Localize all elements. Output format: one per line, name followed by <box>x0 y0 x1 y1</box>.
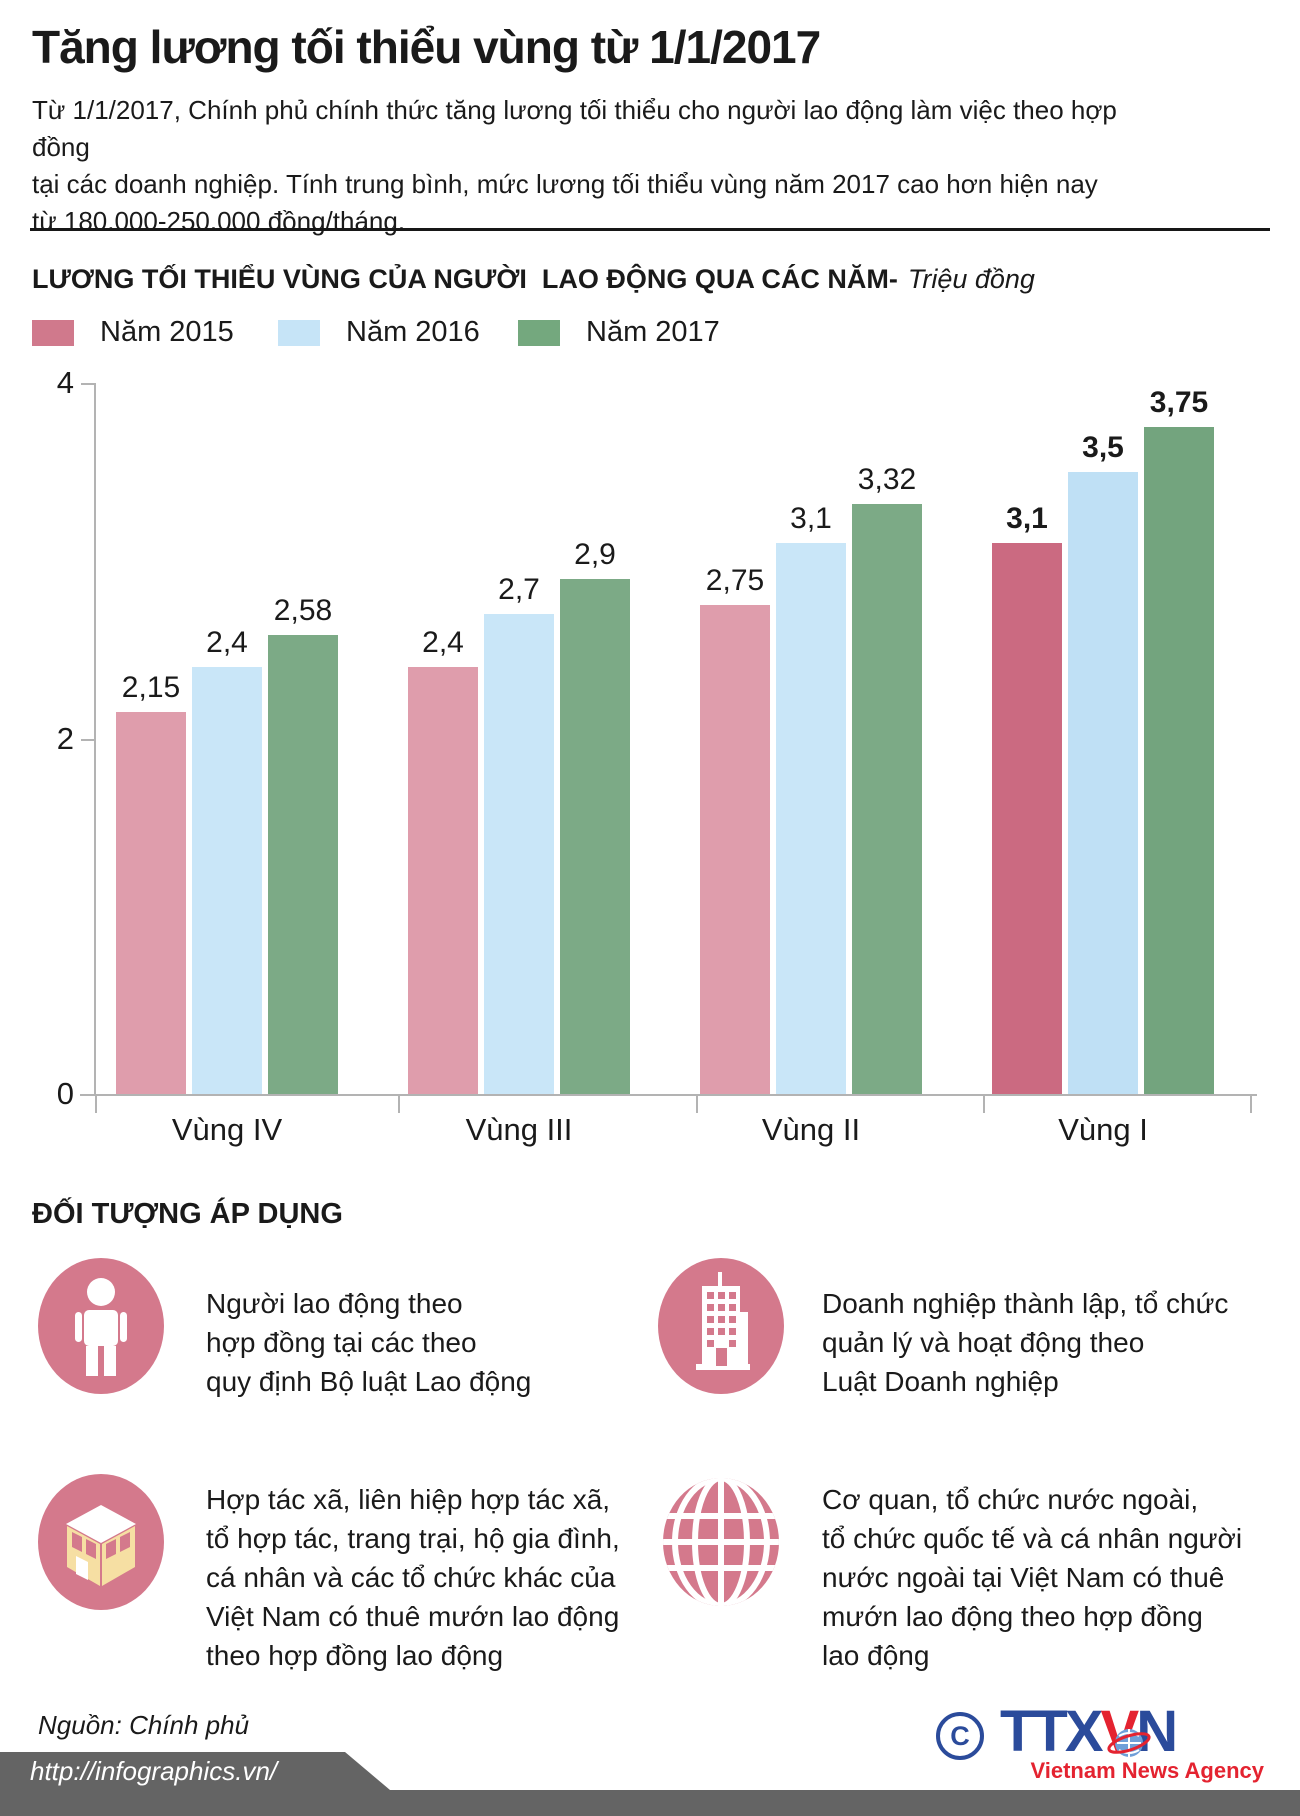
bar-value-label: 2,75 <box>705 564 765 597</box>
x-tick <box>983 1094 985 1113</box>
bar-value-label: 2,9 <box>574 538 616 571</box>
legend-item-năm-2015: Năm 2015 <box>32 316 234 349</box>
bar-năm-2017-vùng-ii <box>852 504 922 1094</box>
bar-năm-2016-vùng-iii <box>484 614 554 1094</box>
logo-text: TTXVN <box>1000 1698 1178 1765</box>
subject-text-1: Người lao động theo hợp đồng tại các the… <box>206 1288 532 1397</box>
copyright-icon: C <box>936 1712 984 1760</box>
house-icon <box>38 1474 164 1610</box>
bar-chart: 0 2 4 2,15 2,4 2,58 Vùng IV 2,4 2,7 2,9 Vùng III 2,… <box>0 360 1300 1180</box>
page-title: Tăng lương tối thiểu vùng từ 1/1/2017 <box>32 21 821 73</box>
x-axis-line <box>80 1094 1257 1096</box>
legend-label: Năm 2015 <box>100 316 234 348</box>
x-tick <box>1250 1094 1252 1113</box>
logo-globe-icon <box>1107 1729 1151 1757</box>
bar-value-label: 3,1 <box>790 502 832 535</box>
y-tick <box>81 383 96 385</box>
subject-item-4 <box>656 1472 786 1617</box>
bar-value-label: 2,4 <box>422 626 464 659</box>
bar-năm-2016-vùng-iv <box>192 667 262 1094</box>
bar-value-label: 2,15 <box>121 671 181 704</box>
logo-n: N <box>1136 1699 1178 1764</box>
bar-năm-2015-vùng-ii <box>700 605 770 1094</box>
subject-item-2 <box>656 1256 786 1401</box>
legend-swatch <box>278 319 320 346</box>
bar-value-label: 2,58 <box>273 594 333 627</box>
building-icon <box>658 1258 784 1394</box>
x-tick <box>95 1094 97 1113</box>
legend-swatch <box>32 319 74 346</box>
agency-name: Vietnam News Agency <box>1030 1758 1264 1783</box>
legend-item-năm-2016: Năm 2016 <box>278 316 480 349</box>
subject-text-2: Doanh nghiệp thành lập, tổ chức quản lý … <box>822 1288 1229 1397</box>
legend-item-năm-2017: Năm 2017 <box>518 316 720 349</box>
bar-năm-2017-vùng-i <box>1144 427 1214 1094</box>
bar-năm-2016-vùng-i <box>1068 472 1138 1094</box>
legend-swatch <box>518 319 560 346</box>
bar-năm-2015-vùng-iv <box>116 712 186 1094</box>
section-heading: ĐỐI TƯỢNG ÁP DỤNG <box>32 1198 343 1230</box>
footer-flag: http://infographics.vn/ <box>0 1752 390 1790</box>
subject-item-1 <box>36 1256 166 1401</box>
x-category-label: Vùng I <box>1058 1112 1148 1147</box>
y-tick-label: 4 <box>56 365 74 400</box>
globe-icon <box>663 1478 779 1606</box>
x-tick <box>398 1094 400 1113</box>
logo-ttx: TTX <box>1000 1699 1104 1764</box>
subject-text-4: Cơ quan, tổ chức nước ngoài, tổ chức quố… <box>822 1484 1243 1671</box>
bar-năm-2017-vùng-iii <box>560 579 630 1094</box>
subject-text-3: Hợp tác xã, liên hiệp hợp tác xã, tổ hợp… <box>206 1484 620 1671</box>
bar-năm-2016-vùng-ii <box>776 543 846 1094</box>
worker-icon <box>38 1258 164 1394</box>
bar-năm-2017-vùng-iv <box>268 635 338 1094</box>
subject-item-3 <box>36 1472 166 1617</box>
bar-value-label: 3,1 <box>1006 502 1048 535</box>
bar-value-label: 3,5 <box>1082 431 1124 464</box>
chart-title: LƯƠNG TỐI THIỂU VÙNG CỦA NGƯỜI LAO ĐỘNG … <box>32 264 1035 295</box>
y-tick <box>81 738 96 741</box>
footer-url-link[interactable]: http://infographics.vn/ <box>30 1756 278 1786</box>
bar-năm-2015-vùng-iii <box>408 667 478 1094</box>
agency-logo: C TTXVN Vietnam News Agency <box>928 1698 1268 1788</box>
bar-value-label: 3,32 <box>857 463 917 496</box>
bar-value-label: 2,7 <box>498 573 540 606</box>
y-tick-label: 0 <box>56 1076 74 1111</box>
footer-bar <box>0 1790 1300 1816</box>
x-category-label: Vùng IV <box>171 1112 283 1147</box>
y-tick-label: 2 <box>56 720 74 756</box>
chart-unit-label: Triệu đồng <box>907 264 1035 294</box>
x-category-label: Vùng II <box>761 1112 861 1147</box>
divider-line <box>30 228 1270 231</box>
legend-label: Năm 2017 <box>586 316 720 348</box>
chart-legend: Năm 2015 Năm 2016 Năm 2017 <box>0 316 1300 348</box>
bar-value-label: 3,75 <box>1149 386 1209 419</box>
x-tick <box>696 1094 698 1113</box>
legend-label: Năm 2016 <box>346 316 480 348</box>
bar-value-label: 2,4 <box>206 626 248 659</box>
bar-năm-2015-vùng-i <box>992 543 1062 1094</box>
intro-paragraph: Từ 1/1/2017, Chính phủ chính thức tăng l… <box>32 95 1117 236</box>
chart-title-text: LƯƠNG TỐI THIỂU VÙNG CỦA NGƯỜI LAO ĐỘNG … <box>32 264 898 294</box>
source-note: Nguồn: Chính phủ <box>38 1710 250 1740</box>
x-category-label: Vùng III <box>465 1112 573 1147</box>
